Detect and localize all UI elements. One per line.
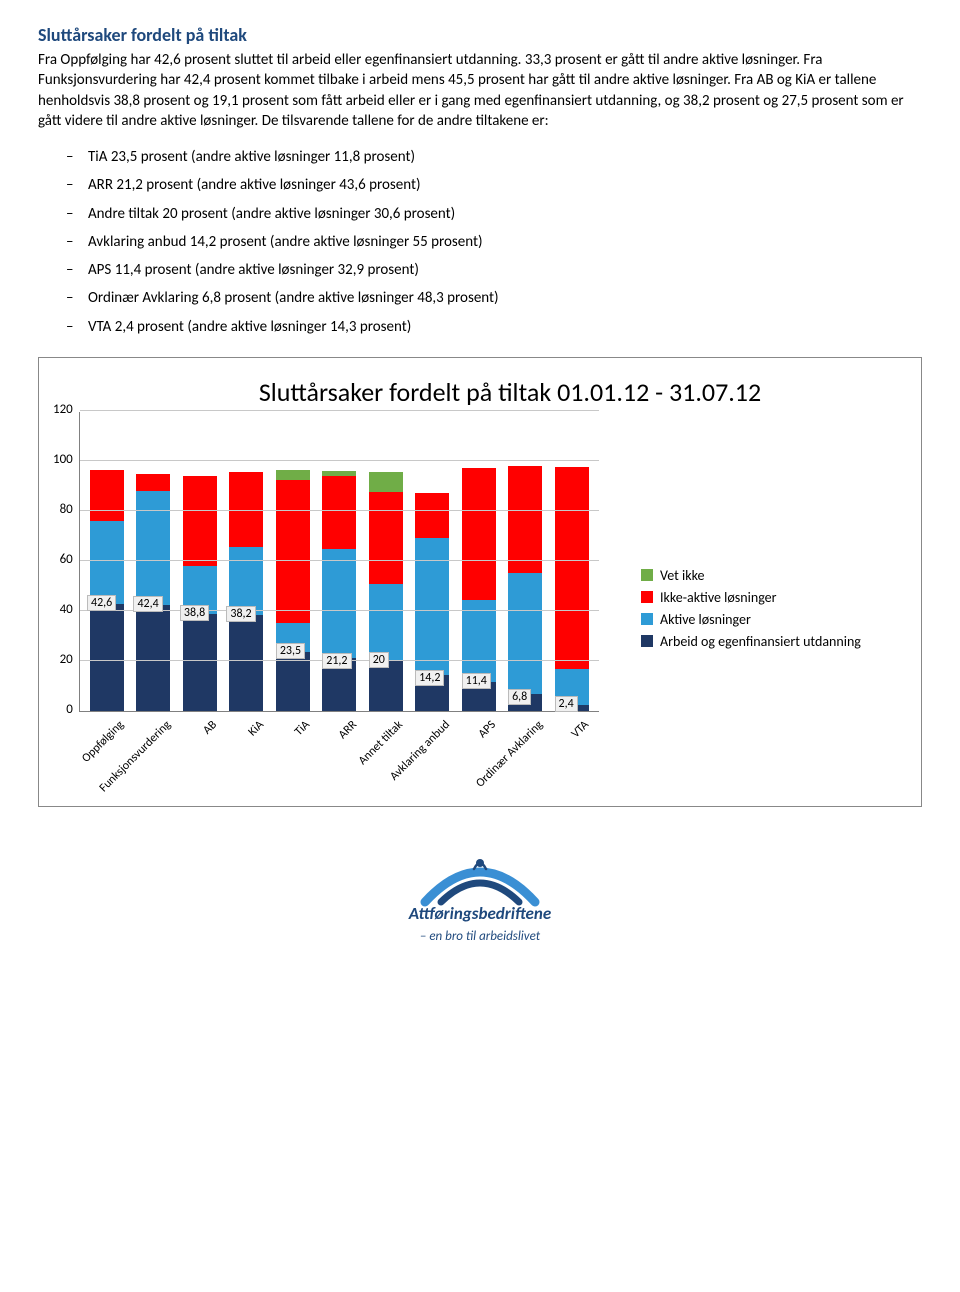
bar-segment-arbeid: [90, 604, 124, 711]
bar-segment-ikke: [369, 492, 403, 585]
bar: 14,2: [415, 493, 449, 711]
legend-item: Aktive løsninger: [641, 611, 861, 628]
bar: 23,5: [276, 470, 310, 711]
bar-value-label: 38,8: [180, 605, 209, 621]
bar-value-label: 23,5: [276, 643, 305, 659]
bar: 38,8: [183, 476, 217, 711]
bar-segment-aktive: [322, 549, 356, 658]
bar-segment-aktive: [415, 538, 449, 676]
chart-y-axis: 120100806040200: [53, 404, 79, 704]
bar: 38,2: [229, 472, 263, 711]
bullet-item: ARR 21,2 prosent (andre aktive løsninger…: [66, 175, 922, 195]
bar-segment-arbeid: [136, 605, 170, 711]
x-axis-label: TiA: [292, 718, 313, 739]
bar-segment-ikke: [508, 466, 542, 574]
x-axis-label: VTA: [569, 718, 592, 741]
bar-segment-aktive: [90, 521, 124, 604]
bar-segment-vetikke: [276, 470, 310, 480]
bar-value-label: 42,6: [87, 595, 116, 611]
legend-label: Vet ikke: [660, 567, 704, 584]
bar-value-label: 42,4: [133, 596, 162, 612]
intro-paragraph: Fra Oppfølging har 42,6 prosent sluttet …: [38, 50, 922, 131]
legend-swatch: [641, 613, 653, 625]
x-axis-label: APS: [476, 718, 499, 741]
bar: 21,2: [322, 471, 356, 711]
bar-segment-ikke: [136, 474, 170, 492]
bullet-list: TiA 23,5 prosent (andre aktive løsninger…: [66, 147, 922, 337]
bar-segment-arbeid: [229, 615, 263, 711]
bar-value-label: 14,2: [415, 670, 444, 686]
logo-icon: Attføringsbedriftene: [375, 857, 585, 927]
legend-swatch: [641, 569, 653, 581]
bar-value-label: 38,2: [226, 606, 255, 622]
bar-segment-ikke: [322, 476, 356, 549]
bar: 42,6: [90, 470, 124, 711]
legend-item: Vet ikke: [641, 567, 861, 584]
bar-segment-aktive: [136, 491, 170, 605]
bar-segment-aktive: [369, 584, 403, 661]
x-axis-label: KiA: [245, 718, 266, 739]
bullet-item: VTA 2,4 prosent (andre aktive løsninger …: [66, 317, 922, 337]
bar-segment-aktive: [462, 600, 496, 682]
bullet-item: Ordinær Avklaring 6,8 prosent (andre akt…: [66, 288, 922, 308]
chart-x-axis: OppfølgingFunksjonsvurderingABKiATiAARRA…: [79, 712, 599, 792]
legend-label: Aktive løsninger: [660, 611, 751, 628]
bar-segment-ikke: [90, 470, 124, 521]
bar-value-label: 2,4: [555, 696, 578, 712]
bar-segment-aktive: [229, 547, 263, 616]
footer-logo: Attføringsbedriftene – en bro til arbeid…: [38, 857, 922, 944]
logo-tagline: – en bro til arbeidslivet: [38, 929, 922, 944]
bullet-item: Avklaring anbud 14,2 prosent (andre akti…: [66, 232, 922, 252]
legend-swatch: [641, 591, 653, 603]
bar-segment-arbeid: [276, 652, 310, 711]
legend-item: Arbeid og egenfinansiert utdanning: [641, 633, 861, 650]
legend-label: Arbeid og egenfinansiert utdanning: [660, 633, 861, 650]
legend-label: Ikke-aktive løsninger: [660, 589, 777, 606]
bar-segment-arbeid: [183, 614, 217, 711]
legend-swatch: [641, 635, 653, 647]
bar-segment-aktive: [508, 573, 542, 694]
x-axis-label: ARR: [336, 718, 360, 742]
chart-container: Sluttårsaker fordelt på tiltak 01.01.12 …: [38, 357, 922, 807]
bullet-item: Andre tiltak 20 prosent (andre aktive lø…: [66, 204, 922, 224]
bar-segment-ikke: [415, 493, 449, 538]
bar-segment-ikke: [183, 476, 217, 566]
bullet-item: APS 11,4 prosent (andre aktive løsninger…: [66, 260, 922, 280]
bar-segment-vetikke: [369, 472, 403, 492]
bar-value-label: 11,4: [462, 673, 491, 689]
bar: 6,8: [508, 466, 542, 711]
legend-item: Ikke-aktive løsninger: [641, 589, 861, 606]
x-axis-label: AB: [201, 718, 220, 737]
bar-value-label: 6,8: [508, 689, 531, 705]
x-axis-label: Annet tiltak: [356, 718, 406, 768]
bar: 20: [369, 472, 403, 711]
chart-plot-area: 42,6 42,4 38,8 38,2 23,5 21,2 20 14,2 11,4 6,8 2,4: [79, 412, 599, 712]
logo-name: Attføringsbedriftene: [408, 903, 551, 924]
chart-legend: Vet ikke Ikke-aktive løsninger Aktive løsn…: [641, 562, 861, 655]
x-axis-label: Oppfølging: [79, 718, 127, 766]
bar-segment-ikke: [462, 468, 496, 601]
bar: 2,4: [555, 467, 589, 711]
section-heading: Sluttårsaker fordelt på tiltak: [38, 24, 922, 46]
bullet-item: TiA 23,5 prosent (andre aktive løsninger…: [66, 147, 922, 167]
bar-segment-ikke: [555, 467, 589, 670]
bar-segment-arbeid: [369, 661, 403, 711]
bar-value-label: 21,2: [322, 653, 351, 669]
bar-segment-ikke: [276, 480, 310, 623]
bar: 11,4: [462, 468, 496, 711]
chart-title: Sluttårsaker fordelt på tiltak 01.01.12 …: [113, 376, 907, 408]
bar-value-label: 20: [369, 652, 389, 668]
